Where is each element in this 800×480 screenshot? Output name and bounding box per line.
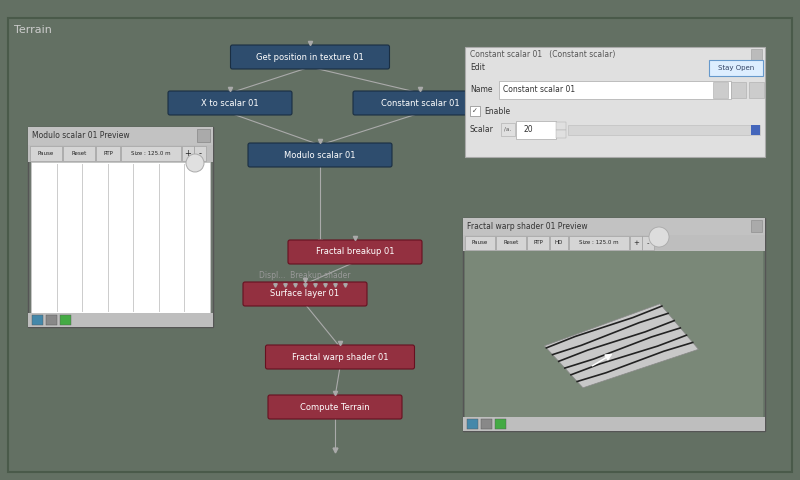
Text: Scalar: Scalar xyxy=(470,125,494,134)
Text: X to scalar 01: X to scalar 01 xyxy=(201,98,259,108)
FancyBboxPatch shape xyxy=(569,236,629,250)
Text: Get position in texture 01: Get position in texture 01 xyxy=(256,52,364,61)
FancyBboxPatch shape xyxy=(465,251,763,417)
FancyBboxPatch shape xyxy=(516,121,556,139)
Text: Pause: Pause xyxy=(472,240,488,245)
FancyBboxPatch shape xyxy=(463,417,765,431)
FancyBboxPatch shape xyxy=(28,145,213,162)
Text: Reset: Reset xyxy=(71,151,86,156)
Text: Name: Name xyxy=(470,85,493,95)
Circle shape xyxy=(649,227,669,247)
Text: Compute Terrain: Compute Terrain xyxy=(300,403,370,411)
FancyBboxPatch shape xyxy=(495,419,506,429)
FancyBboxPatch shape xyxy=(556,130,566,138)
FancyBboxPatch shape xyxy=(749,82,764,98)
Text: Fractal breakup 01: Fractal breakup 01 xyxy=(316,248,394,256)
FancyBboxPatch shape xyxy=(463,218,765,431)
Text: Constant scalar 01: Constant scalar 01 xyxy=(381,98,459,108)
Text: Surface layer 01: Surface layer 01 xyxy=(270,289,339,299)
FancyBboxPatch shape xyxy=(470,106,480,116)
FancyBboxPatch shape xyxy=(194,146,206,161)
FancyBboxPatch shape xyxy=(481,419,492,429)
Text: Fractal warp shader 01 Preview: Fractal warp shader 01 Preview xyxy=(467,222,588,231)
Text: Fractal warp shader 01: Fractal warp shader 01 xyxy=(292,352,388,361)
FancyBboxPatch shape xyxy=(28,127,213,327)
FancyBboxPatch shape xyxy=(463,235,765,251)
FancyBboxPatch shape xyxy=(751,125,760,135)
FancyBboxPatch shape xyxy=(465,236,495,250)
FancyBboxPatch shape xyxy=(46,315,57,325)
FancyBboxPatch shape xyxy=(713,82,728,98)
Text: +: + xyxy=(185,149,191,158)
Text: Reset: Reset xyxy=(503,240,518,245)
Text: /a.: /a. xyxy=(505,127,511,132)
Text: Modulo scalar 01: Modulo scalar 01 xyxy=(284,151,356,159)
FancyBboxPatch shape xyxy=(501,123,515,136)
Circle shape xyxy=(186,154,204,172)
Text: Displ...  Breakup shader: Displ... Breakup shader xyxy=(259,271,350,279)
FancyBboxPatch shape xyxy=(60,315,71,325)
Text: Constant scalar 01   (Constant scalar): Constant scalar 01 (Constant scalar) xyxy=(470,50,615,60)
FancyBboxPatch shape xyxy=(268,395,402,419)
FancyBboxPatch shape xyxy=(556,122,566,130)
FancyBboxPatch shape xyxy=(499,81,731,99)
Text: Constant scalar 01: Constant scalar 01 xyxy=(503,85,575,95)
Text: -: - xyxy=(646,240,650,246)
Text: Modulo scalar 01 Preview: Modulo scalar 01 Preview xyxy=(32,132,130,141)
FancyBboxPatch shape xyxy=(121,146,181,161)
Text: Terrain: Terrain xyxy=(14,25,52,35)
FancyBboxPatch shape xyxy=(168,91,292,115)
FancyBboxPatch shape xyxy=(568,125,760,135)
FancyBboxPatch shape xyxy=(288,240,422,264)
FancyBboxPatch shape xyxy=(32,315,43,325)
Text: ✓: ✓ xyxy=(472,108,478,114)
FancyBboxPatch shape xyxy=(731,82,746,98)
FancyBboxPatch shape xyxy=(197,129,210,142)
Text: 20: 20 xyxy=(523,125,533,134)
Text: RTP: RTP xyxy=(103,151,113,156)
FancyBboxPatch shape xyxy=(642,236,654,250)
FancyBboxPatch shape xyxy=(28,127,213,145)
FancyBboxPatch shape xyxy=(96,146,120,161)
FancyBboxPatch shape xyxy=(8,18,792,472)
FancyBboxPatch shape xyxy=(463,218,765,235)
Text: Pause: Pause xyxy=(38,151,54,156)
FancyBboxPatch shape xyxy=(465,47,765,157)
Text: Stay Open: Stay Open xyxy=(718,65,754,71)
Text: Size : 125.0 m: Size : 125.0 m xyxy=(131,151,171,156)
FancyBboxPatch shape xyxy=(248,143,392,167)
FancyBboxPatch shape xyxy=(182,146,194,161)
FancyBboxPatch shape xyxy=(751,220,762,232)
FancyBboxPatch shape xyxy=(63,146,95,161)
FancyBboxPatch shape xyxy=(353,91,487,115)
FancyBboxPatch shape xyxy=(266,345,414,369)
FancyBboxPatch shape xyxy=(467,419,478,429)
FancyBboxPatch shape xyxy=(751,49,762,60)
Text: Edit: Edit xyxy=(470,62,485,72)
Text: RTP: RTP xyxy=(533,240,543,245)
FancyBboxPatch shape xyxy=(550,236,568,250)
FancyBboxPatch shape xyxy=(709,60,763,76)
Text: +: + xyxy=(633,240,639,246)
Text: -: - xyxy=(198,149,202,158)
Polygon shape xyxy=(545,304,698,388)
FancyBboxPatch shape xyxy=(527,236,549,250)
Text: HD: HD xyxy=(555,240,563,245)
Text: Enable: Enable xyxy=(484,107,510,116)
FancyBboxPatch shape xyxy=(28,313,213,327)
FancyBboxPatch shape xyxy=(30,146,62,161)
FancyBboxPatch shape xyxy=(243,282,367,306)
FancyBboxPatch shape xyxy=(31,162,210,313)
FancyBboxPatch shape xyxy=(496,236,526,250)
Text: Size : 125.0 m: Size : 125.0 m xyxy=(579,240,619,245)
FancyBboxPatch shape xyxy=(230,45,390,69)
FancyBboxPatch shape xyxy=(630,236,642,250)
